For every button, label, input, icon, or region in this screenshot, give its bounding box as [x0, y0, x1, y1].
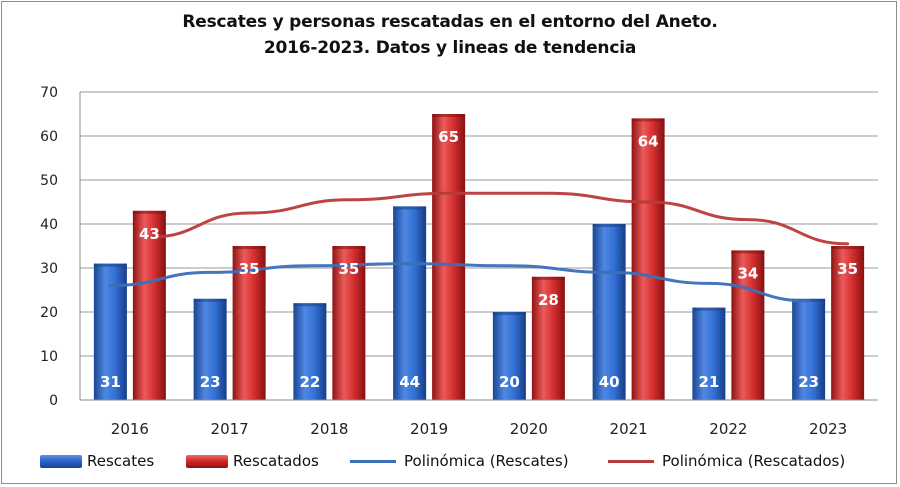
y-tick-label: 0	[49, 393, 58, 409]
bar-rescates-top	[592, 224, 626, 227]
data-label-rescatados: 35	[239, 260, 260, 278]
bar-rescatados	[332, 246, 366, 400]
y-tick-label: 20	[40, 305, 58, 321]
x-tick-label: 2022	[709, 420, 747, 438]
bar-rescates	[193, 298, 227, 400]
data-label-rescatados: 65	[438, 128, 459, 146]
legend-item-rescates: Rescates	[40, 450, 154, 472]
bar-rescatados-top	[332, 246, 366, 249]
x-tick-label: 2018	[310, 420, 348, 438]
data-label-rescates: 21	[698, 373, 719, 391]
bar-rescatados-top	[631, 118, 665, 122]
chart-title-line-1: Rescates y personas rescatadas en el ent…	[182, 12, 718, 32]
bar-rescates	[293, 303, 327, 400]
x-tick-label: 2016	[111, 420, 149, 438]
y-tick-label: 30	[40, 261, 58, 277]
bar-rescatados	[132, 210, 166, 400]
data-label-rescates: 23	[200, 373, 221, 391]
legend: Rescates Rescatados Polinómica (Rescates…	[0, 450, 900, 474]
bar-rescatados-top	[731, 250, 765, 254]
y-tick-label: 60	[40, 129, 58, 145]
legend-label-rescatados: Rescatados	[233, 452, 319, 470]
bar-rescates	[592, 224, 626, 400]
bar-rescates-top	[492, 312, 526, 315]
trendline-rescates	[108, 262, 811, 303]
chart-title-line-2: 2016-2023. Datos y lineas de tendencia	[263, 38, 637, 58]
bar-rescatados-top	[831, 246, 865, 249]
bar-rescatados-top	[232, 246, 266, 249]
x-tick-label: 2021	[610, 420, 648, 438]
trendline-rescatados	[147, 191, 850, 246]
data-label-rescatados: 28	[538, 291, 559, 309]
legend-label-poly-rescatados: Polinómica (Rescatados)	[662, 452, 846, 470]
data-label-rescates: 22	[299, 373, 320, 391]
data-label-rescatados: 34	[737, 264, 758, 282]
data-label-rescates: 20	[499, 373, 520, 391]
data-label-rescatados: 43	[139, 225, 160, 243]
x-tick-label: 2023	[809, 420, 847, 438]
bar-rescates-top	[692, 307, 726, 311]
data-label-rescates: 23	[798, 373, 819, 391]
data-label-rescates: 40	[599, 373, 620, 391]
legend-item-poly-rescates: Polinómica (Rescates)	[350, 450, 569, 472]
bar-rescatados-top	[432, 114, 466, 117]
bar-rescatados-top	[531, 276, 565, 280]
y-tick-label: 40	[40, 217, 58, 233]
legend-label-rescates: Rescates	[87, 452, 155, 470]
y-tick-label: 70	[40, 85, 58, 101]
bar-rescates-top	[293, 303, 327, 307]
bar-rescates-top	[193, 298, 227, 302]
bar-rescatados-top	[132, 210, 166, 214]
bar-rescatados	[432, 114, 466, 400]
legend-line-poly-rescates	[350, 459, 396, 463]
bar-rescates-top	[393, 206, 427, 210]
legend-swatch-rescatados	[186, 454, 228, 468]
bar-rescates	[492, 312, 526, 400]
bar-rescates-top	[93, 263, 127, 267]
legend-item-rescatados: Rescatados	[186, 450, 319, 472]
data-label-rescates: 31	[100, 373, 121, 391]
bar-rescatados	[831, 246, 865, 400]
legend-label-poly-rescates: Polinómica (Rescates)	[404, 452, 569, 470]
legend-swatch-rescates	[40, 454, 82, 468]
x-tick-label: 2019	[410, 420, 448, 438]
bar-rescatados	[631, 118, 665, 401]
bar-rescates	[393, 206, 427, 400]
data-label-rescatados: 64	[638, 132, 659, 150]
bar-rescatados	[531, 276, 565, 400]
data-label-rescatados: 35	[837, 260, 858, 278]
bar-rescates	[692, 307, 726, 400]
x-tick-label: 2020	[510, 420, 548, 438]
bar-rescatados	[731, 250, 765, 400]
legend-item-poly-rescatados: Polinómica (Rescatados)	[608, 450, 845, 472]
x-tick-label: 2017	[211, 420, 249, 438]
data-label-rescates: 44	[399, 373, 420, 391]
data-label-rescatados: 35	[338, 260, 359, 278]
y-tick-label: 10	[40, 349, 58, 365]
bar-rescates	[792, 298, 826, 400]
legend-line-poly-rescatados	[608, 459, 654, 463]
y-tick-label: 50	[40, 173, 58, 189]
